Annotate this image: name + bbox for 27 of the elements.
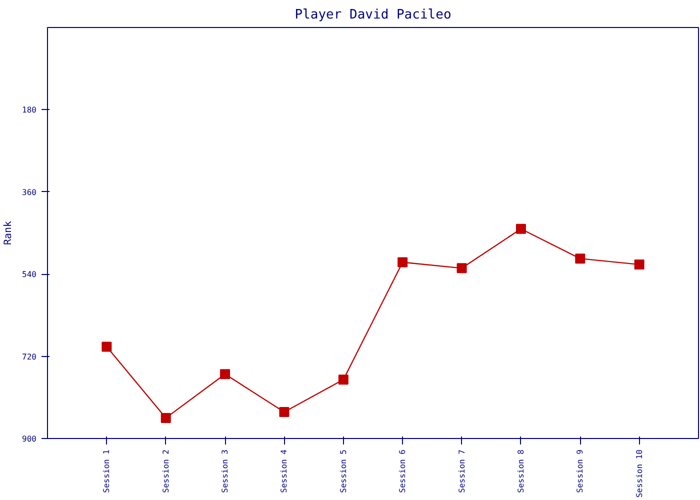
chart-title: Player David Pacileo <box>294 8 452 22</box>
x-tick-label: Session 4 <box>280 449 289 493</box>
y-tick-label: 180 <box>22 106 37 115</box>
point <box>634 260 644 270</box>
x-tick-label: Session 5 <box>338 449 348 493</box>
x-tick-label: Session 7 <box>457 449 466 493</box>
point <box>102 342 112 352</box>
x-tick-label: Session 9 <box>576 449 585 493</box>
y-tick-label: 540 <box>22 270 37 280</box>
point <box>456 263 467 274</box>
y-tick-label: 720 <box>22 352 37 362</box>
point <box>398 257 408 268</box>
point <box>279 407 290 418</box>
point <box>338 374 348 385</box>
x-tick-label: Session 2 <box>161 449 170 493</box>
x-tick-label: Session 1 <box>102 449 112 493</box>
point <box>220 369 230 380</box>
x-tick-label: Session 3 <box>220 449 230 493</box>
point <box>575 254 586 264</box>
point <box>160 412 171 423</box>
point <box>516 224 526 234</box>
x-tick-label: Session 8 <box>516 449 526 493</box>
x-tick-label: Session 6 <box>398 449 408 493</box>
y-tick-label: 360 <box>22 188 37 197</box>
y-tick-label: 900 <box>22 434 37 444</box>
x-tick-label: Session 10 <box>634 449 644 498</box>
y-axis-title: Rank <box>3 220 14 246</box>
